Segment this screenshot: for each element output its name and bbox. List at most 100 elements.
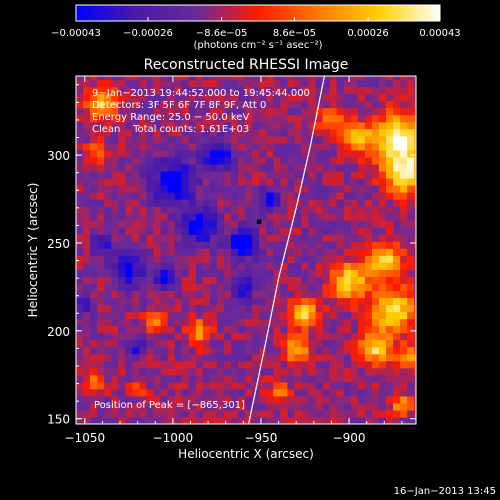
heatmap-cell <box>195 156 204 165</box>
heatmap-cell <box>357 213 366 221</box>
heatmap-cell <box>280 360 288 369</box>
heatmap-cell <box>301 374 310 383</box>
heatmap-cell <box>301 332 310 341</box>
heatmap-cell <box>407 402 415 411</box>
heatmap-cell <box>407 128 415 137</box>
heatmap-cell <box>357 290 366 299</box>
heatmap-cell <box>181 262 190 270</box>
heatmap-cell <box>400 86 408 95</box>
heatmap-cell <box>195 177 204 186</box>
heatmap-cell <box>287 206 296 214</box>
heatmap-cell <box>83 220 91 228</box>
heatmap-cell <box>336 107 345 116</box>
heatmap-cell <box>379 149 387 158</box>
heatmap-cell <box>245 206 253 214</box>
heatmap-cell <box>287 374 296 383</box>
heatmap-cell <box>301 262 310 270</box>
heatmap-cell <box>209 416 218 424</box>
heatmap-cell <box>195 269 204 277</box>
peak-marker <box>256 219 262 225</box>
heatmap-cell <box>386 128 394 137</box>
heatmap-cell <box>188 121 197 130</box>
heatmap-cell <box>357 395 366 404</box>
heatmap-cell <box>188 374 197 383</box>
heatmap-cell <box>414 262 416 270</box>
heatmap-cell <box>259 367 267 376</box>
heatmap-cell <box>188 276 197 284</box>
heatmap-cell <box>259 388 267 397</box>
colorbar-tick-label: −8.6e−05 <box>196 28 248 39</box>
heatmap-cell <box>287 149 296 158</box>
heatmap-cell <box>202 325 211 334</box>
heatmap-cell <box>386 121 394 130</box>
heatmap-cell <box>125 79 133 88</box>
heatmap-cell <box>167 234 176 242</box>
heatmap-cell <box>111 206 119 214</box>
heatmap-cell <box>139 93 148 102</box>
heatmap-cell <box>223 227 232 235</box>
heatmap-cell <box>188 76 197 81</box>
x-axis-label: Heliocentric X (arcsec) <box>178 447 314 461</box>
heatmap-cell <box>308 135 317 144</box>
heatmap-cell <box>308 93 317 102</box>
heatmap-cell <box>139 79 148 88</box>
heatmap-cell <box>343 262 352 270</box>
heatmap-cell <box>386 241 394 249</box>
heatmap-cell <box>322 311 331 320</box>
heatmap-cell <box>245 381 253 390</box>
heatmap-cell <box>76 206 84 214</box>
heatmap-cell <box>414 255 416 263</box>
heatmap-cell <box>111 262 119 270</box>
heatmap-cell <box>202 163 211 172</box>
heatmap-cell <box>139 234 148 242</box>
heatmap-cell <box>364 311 373 320</box>
heatmap-cell <box>393 395 401 404</box>
heatmap-cell <box>118 163 126 172</box>
heatmap-cell <box>139 149 148 158</box>
heatmap-cell <box>280 241 288 249</box>
heatmap-cell <box>322 276 331 284</box>
heatmap-cell <box>146 360 155 369</box>
heatmap-cell <box>280 107 288 116</box>
heatmap-cell <box>414 311 416 320</box>
heatmap-cell <box>322 142 331 151</box>
heatmap-cell <box>223 248 232 256</box>
heatmap-cell <box>393 206 401 214</box>
heatmap-cell <box>188 360 197 369</box>
heatmap-cell <box>216 402 225 411</box>
heatmap-cell <box>252 255 260 263</box>
heatmap-cell <box>393 100 401 109</box>
heatmap-cell <box>216 234 225 242</box>
heatmap-cell <box>266 360 274 369</box>
heatmap-cell <box>202 184 211 193</box>
heatmap-cell <box>371 255 380 263</box>
heatmap-cell <box>160 93 169 102</box>
heatmap-cell <box>125 346 133 355</box>
heatmap-cell <box>146 332 155 341</box>
heatmap-cell <box>301 135 310 144</box>
heatmap-cell <box>386 86 394 95</box>
heatmap-cell <box>209 381 218 390</box>
heatmap-cell <box>125 192 133 200</box>
heatmap-cell <box>350 170 359 179</box>
heatmap-cell <box>294 290 303 299</box>
heatmap-cell <box>273 416 281 424</box>
heatmap-cell <box>181 184 190 193</box>
heatmap-cell <box>76 276 84 284</box>
heatmap-cell <box>181 283 190 292</box>
heatmap-cell <box>231 360 239 369</box>
heatmap-cell <box>188 325 197 334</box>
heatmap-cell <box>146 163 155 172</box>
heatmap-cell <box>308 206 317 214</box>
heatmap-cell <box>160 206 169 214</box>
heatmap-cell <box>273 339 281 348</box>
heatmap-cell <box>252 234 260 242</box>
heatmap-cell <box>76 142 84 151</box>
heatmap-cell <box>167 409 176 418</box>
heatmap-cell <box>167 107 176 116</box>
heatmap-cell <box>407 255 415 263</box>
heatmap-cell <box>393 416 401 424</box>
heatmap-cell <box>322 402 331 411</box>
heatmap-cell <box>118 367 126 376</box>
